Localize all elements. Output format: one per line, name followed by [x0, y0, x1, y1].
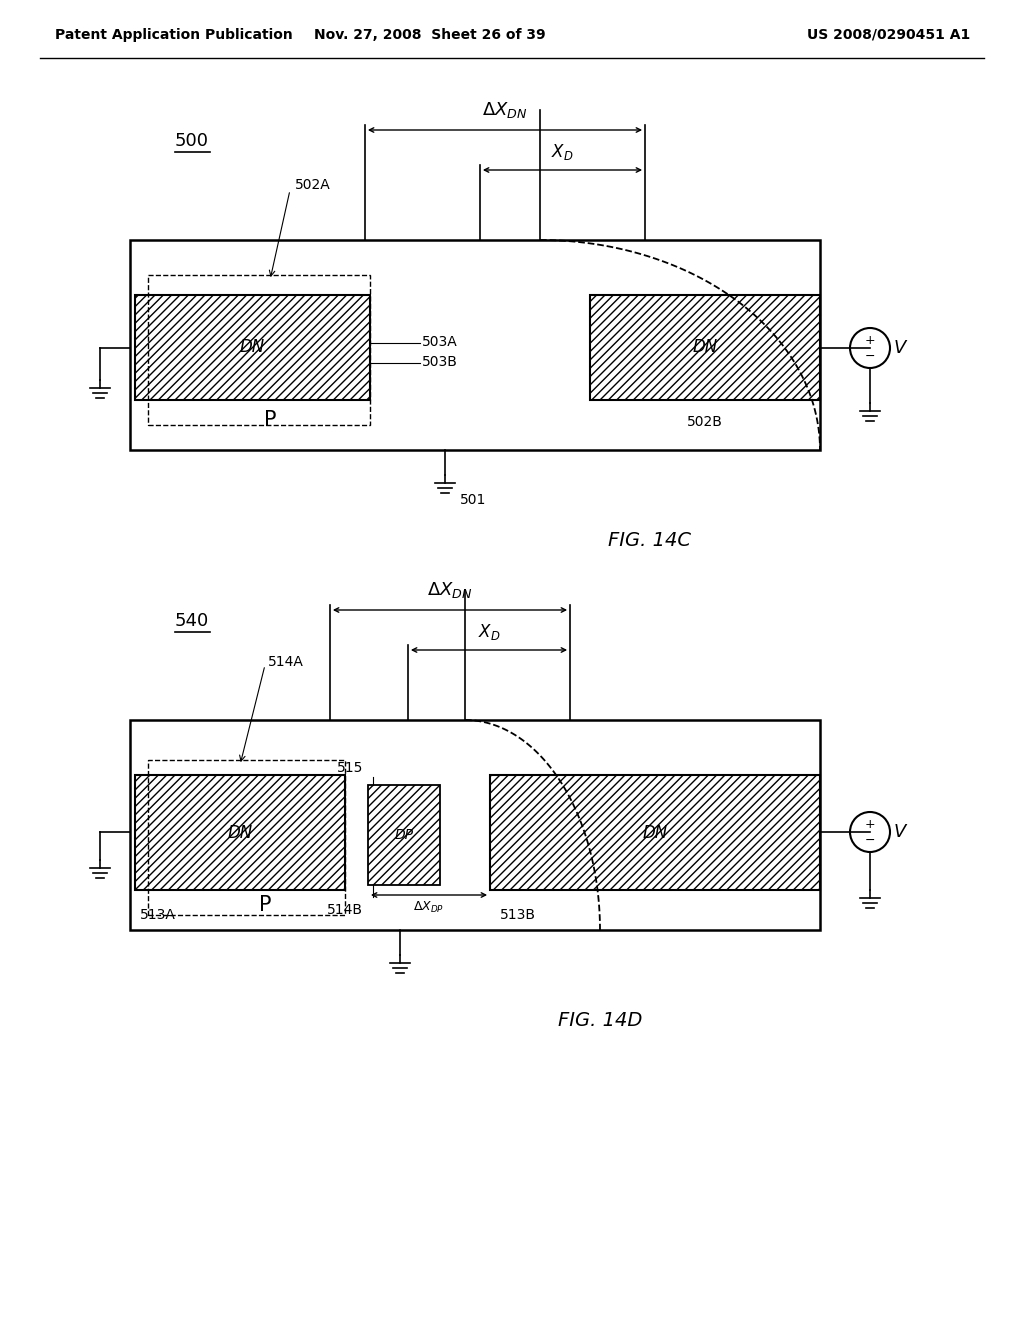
Text: +: +: [864, 817, 876, 830]
Text: P: P: [259, 895, 271, 915]
Text: −: −: [864, 350, 876, 363]
Text: 500: 500: [175, 132, 209, 150]
Bar: [490, 775, 820, 890]
Text: DN: DN: [642, 824, 668, 842]
Text: V: V: [894, 339, 906, 356]
Text: 514B: 514B: [327, 903, 362, 917]
Text: US 2008/0290451 A1: US 2008/0290451 A1: [807, 28, 970, 42]
Text: $\Delta X_{DP}$: $\Delta X_{DP}$: [414, 900, 444, 915]
Text: FIG. 14C: FIG. 14C: [608, 531, 691, 549]
Text: FIG. 14D: FIG. 14D: [558, 1011, 642, 1030]
Text: DP: DP: [394, 828, 414, 842]
Bar: [148, 760, 345, 915]
Text: 540: 540: [175, 612, 209, 630]
Text: DN: DN: [227, 824, 253, 842]
Text: 515: 515: [337, 762, 362, 775]
Bar: [130, 719, 820, 931]
Text: DN: DN: [240, 338, 265, 356]
Bar: [135, 294, 370, 400]
Text: 513B: 513B: [500, 908, 536, 921]
Bar: [148, 275, 370, 425]
Text: DN: DN: [692, 338, 718, 356]
Text: $X_D$: $X_D$: [551, 143, 573, 162]
Bar: [590, 294, 820, 400]
Text: 502A: 502A: [295, 178, 331, 191]
Text: 502B: 502B: [687, 414, 723, 429]
Text: $\Delta X_{DN}$: $\Delta X_{DN}$: [427, 579, 473, 601]
Text: 513A: 513A: [140, 908, 176, 921]
Text: Patent Application Publication: Patent Application Publication: [55, 28, 293, 42]
Text: 514A: 514A: [268, 655, 304, 669]
Bar: [135, 775, 345, 890]
Text: −: −: [864, 833, 876, 846]
Text: $\Delta X_{DN}$: $\Delta X_{DN}$: [482, 100, 527, 120]
Bar: [368, 785, 440, 884]
Text: $X_D$: $X_D$: [478, 622, 501, 642]
Bar: [130, 240, 820, 450]
Text: V: V: [894, 822, 906, 841]
Text: 503A: 503A: [422, 335, 458, 350]
Text: 501: 501: [460, 492, 486, 507]
Text: P: P: [264, 411, 276, 430]
Text: +: +: [864, 334, 876, 346]
Text: Nov. 27, 2008  Sheet 26 of 39: Nov. 27, 2008 Sheet 26 of 39: [314, 28, 546, 42]
Text: 503B: 503B: [422, 355, 458, 370]
